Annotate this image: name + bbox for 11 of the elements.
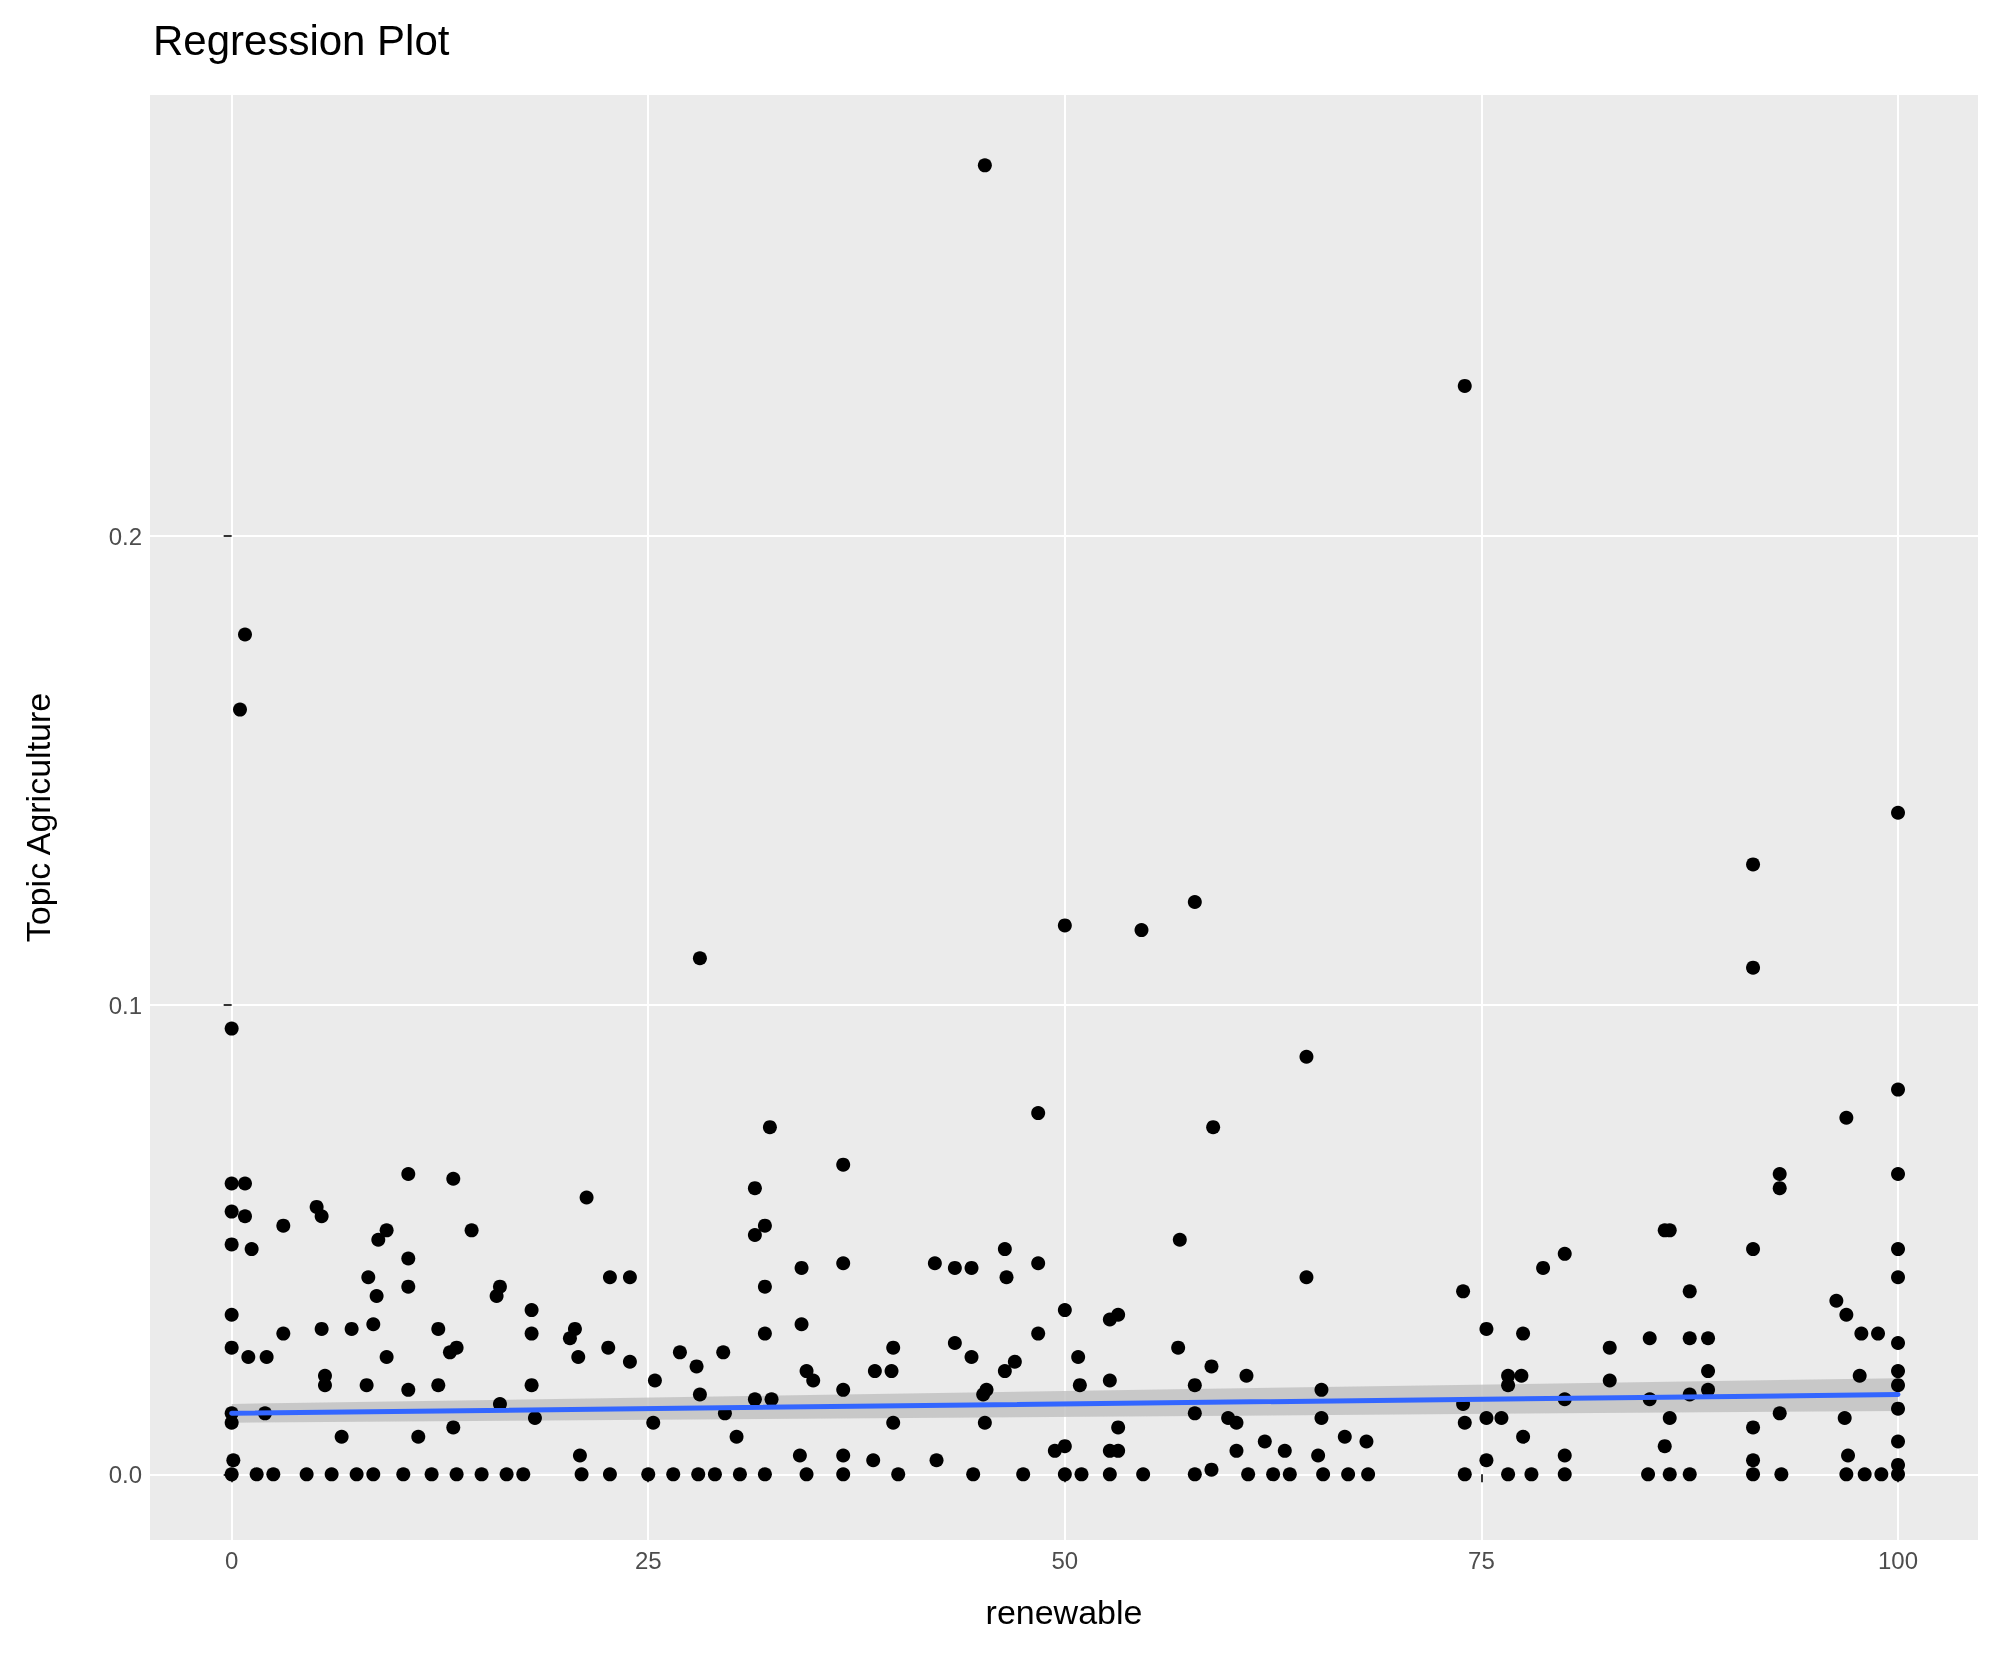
x-tick-label: 50 <box>1051 1546 1079 1574</box>
x-tick-label: 100 <box>1877 1546 1919 1574</box>
x-tick-label: 25 <box>634 1546 662 1574</box>
y-tick-label: 0.1 <box>108 991 142 1019</box>
chart-title: Regression Plot <box>153 16 450 64</box>
y-axis-title: Topic Agriculture <box>19 692 57 943</box>
x-tick-label: 75 <box>1468 1546 1495 1574</box>
x-axis-title: renewable <box>985 1593 1143 1631</box>
x-tick-label: 0 <box>224 1546 239 1574</box>
y-tick-label: 0.0 <box>108 1460 142 1488</box>
y-tick-label: 0.2 <box>108 522 142 550</box>
